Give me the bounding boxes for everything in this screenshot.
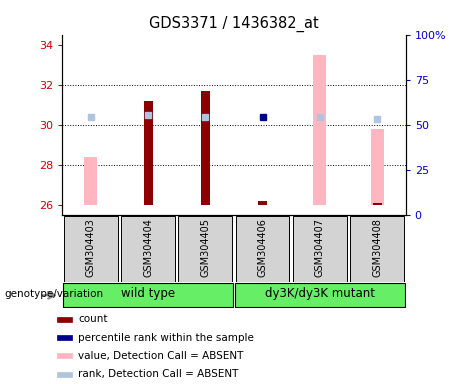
Bar [178,216,232,281]
Text: rank, Detection Call = ABSENT: rank, Detection Call = ABSENT [78,369,239,379]
Bar [350,216,404,281]
Bar [121,216,175,281]
Text: genotype/variation: genotype/variation [5,289,104,299]
Bar [258,201,267,205]
Bar [313,55,326,205]
Text: wild type: wild type [121,288,175,301]
Bar [372,203,382,205]
Text: count: count [78,314,108,324]
Bar [201,91,210,205]
Bar [236,216,290,281]
Text: GSM304408: GSM304408 [372,218,382,277]
Bar [57,317,72,322]
Bar [293,216,347,281]
Text: percentile rank within the sample: percentile rank within the sample [78,333,254,343]
Text: value, Detection Call = ABSENT: value, Detection Call = ABSENT [78,351,244,361]
Text: GSM304407: GSM304407 [315,218,325,277]
Bar [57,335,72,340]
Bar [84,157,97,205]
Text: dy3K/dy3K mutant: dy3K/dy3K mutant [265,288,375,301]
Bar [64,216,118,281]
Text: GSM304406: GSM304406 [258,218,267,277]
Bar [57,372,72,377]
Title: GDS3371 / 1436382_at: GDS3371 / 1436382_at [149,16,319,32]
Bar [57,353,72,358]
Text: GSM304405: GSM304405 [201,218,210,277]
Bar [143,101,153,205]
Bar [235,283,405,307]
Text: GSM304403: GSM304403 [86,218,96,277]
Text: GSM304404: GSM304404 [143,218,153,277]
Bar [63,283,233,307]
Bar [371,129,384,205]
